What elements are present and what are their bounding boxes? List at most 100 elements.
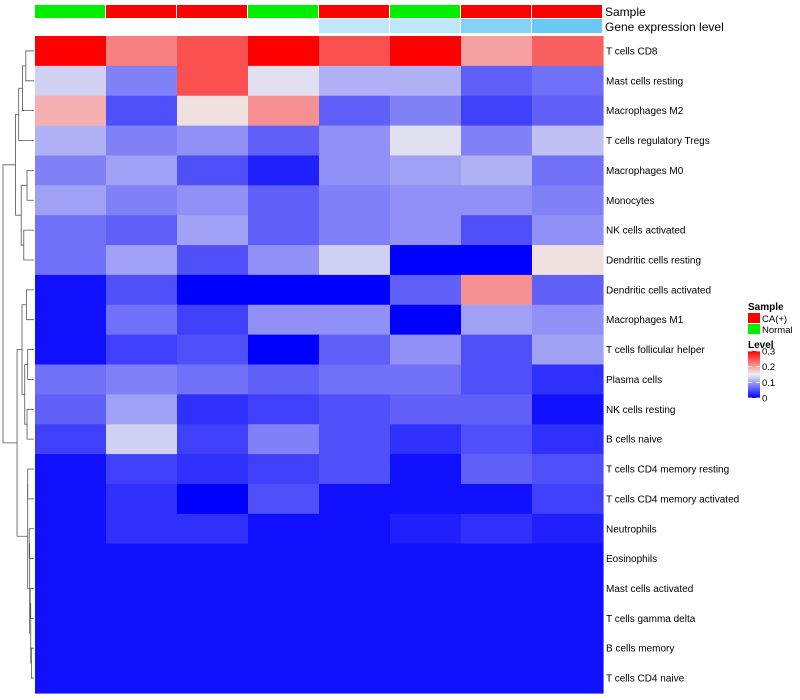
heatmap-cell	[532, 483, 604, 515]
row-label: T cells CD4 memory activated	[606, 494, 739, 505]
sample-annotation-bar	[35, 5, 602, 18]
sample-annotation-cell	[461, 5, 531, 18]
row-label: Macrophages M2	[606, 106, 684, 117]
heatmap-cell	[35, 65, 107, 97]
heatmap-cell	[461, 633, 533, 664]
heatmap-cell	[390, 543, 462, 575]
heatmap-cell	[35, 364, 107, 395]
heatmap-cell	[35, 573, 107, 605]
heatmap-cell	[461, 394, 533, 425]
heatmap-cell	[461, 424, 533, 455]
row-label: Dendritic cells activated	[606, 285, 711, 296]
heatmap-cell	[177, 274, 249, 306]
row-label: Macrophages M1	[606, 315, 684, 326]
heatmap-cell	[319, 513, 391, 545]
heatmap-cell	[248, 394, 320, 425]
heatmap-cell	[390, 573, 462, 605]
heatmap-cell	[461, 603, 533, 634]
heatmap-cell	[248, 454, 320, 485]
heatmap-cell	[35, 334, 107, 366]
gene-expression-annotation-bar	[35, 19, 602, 33]
dendrogram-branch	[26, 169, 34, 201]
heatmap-cell	[35, 245, 107, 276]
heatmap-cell	[35, 424, 107, 455]
heatmap-cell	[106, 483, 178, 515]
heatmap-cell	[106, 304, 178, 336]
heatmap-cell	[461, 543, 533, 575]
heatmap-cell	[319, 334, 391, 366]
gene-expression-annotation-cell	[532, 19, 602, 33]
gene-expression-annotation-cell	[461, 19, 531, 33]
heatmap-cell	[319, 304, 391, 336]
heatmap-cell	[532, 633, 604, 664]
heatmap-cell	[390, 334, 462, 366]
heatmap-cell	[532, 334, 604, 366]
heatmap-cell	[390, 304, 462, 336]
sample-legend-title: Sample	[748, 302, 784, 313]
row-label: T cells CD4 memory resting	[606, 465, 729, 476]
heatmap-cell	[390, 185, 462, 216]
heatmap-cell	[319, 603, 391, 634]
heatmap-cell	[248, 543, 320, 575]
heatmap-cell	[35, 513, 107, 545]
heatmap-cell	[532, 304, 604, 336]
heatmap-cell	[390, 663, 462, 694]
heatmap-cell	[532, 513, 604, 545]
heatmap-cell	[106, 36, 178, 67]
heatmap-cell	[35, 274, 107, 306]
heatmap-cell	[35, 633, 107, 664]
row-label: T cells gamma delta	[606, 614, 696, 625]
heatmap-cell	[35, 185, 107, 216]
row-label: Plasma cells	[606, 375, 662, 386]
heatmap-cell	[106, 245, 178, 276]
heatmap-cell	[390, 245, 462, 276]
heatmap-cell	[532, 155, 604, 186]
legend-swatch-normal	[748, 324, 760, 334]
dendrogram-branch	[25, 50, 34, 82]
gene-expression-annotation-cell	[319, 19, 389, 33]
dendrogram-branch	[26, 408, 34, 440]
heatmap-cell	[177, 513, 249, 545]
heatmap-cell	[461, 334, 533, 366]
heatmap-cell	[390, 215, 462, 246]
heatmap-cell	[248, 274, 320, 306]
row-label: NK cells resting	[606, 405, 675, 416]
heatmap-cell	[390, 454, 462, 485]
heatmap-cell	[35, 483, 107, 515]
heatmap-cell	[106, 274, 178, 306]
heatmap-cell	[319, 663, 391, 694]
heatmap-cell	[319, 543, 391, 575]
heatmap-cell	[390, 274, 462, 306]
dendrogram-branch	[27, 349, 34, 380]
heatmap-cell	[35, 394, 107, 425]
heatmap-cell	[390, 125, 462, 157]
heatmap-cell	[319, 274, 391, 306]
heatmap-cell	[106, 364, 178, 395]
heatmap-cell	[177, 603, 249, 634]
dendrogram-branch	[27, 468, 34, 500]
heatmap-cell	[106, 543, 178, 575]
heatmap-cell	[35, 543, 107, 575]
heatmap-cell	[248, 513, 320, 545]
heatmap-cell	[532, 573, 604, 605]
dendrogram-branch	[27, 483, 30, 589]
heatmap-cell	[461, 573, 533, 605]
sample-annotation-cell	[106, 5, 176, 18]
heatmap-cell	[319, 394, 391, 425]
heatmap-cell	[319, 155, 391, 186]
dendrogram-branch	[21, 304, 27, 395]
heatmap-cell	[532, 95, 604, 127]
heatmap-cell	[532, 125, 604, 157]
heatmap-cell	[177, 483, 249, 515]
heatmap-cell	[106, 125, 178, 157]
heatmap-cell	[177, 334, 249, 366]
level-ticks: 0.3 0.2 0.1 0	[748, 347, 775, 405]
heatmap-cell	[461, 245, 533, 276]
heatmap-cell	[248, 603, 320, 634]
heatmap-cell	[106, 334, 178, 366]
heatmap-cell	[106, 215, 178, 246]
heatmap-cell	[248, 663, 320, 694]
level-tick-label: 0	[762, 394, 767, 405]
heatmap-cell	[35, 304, 107, 336]
